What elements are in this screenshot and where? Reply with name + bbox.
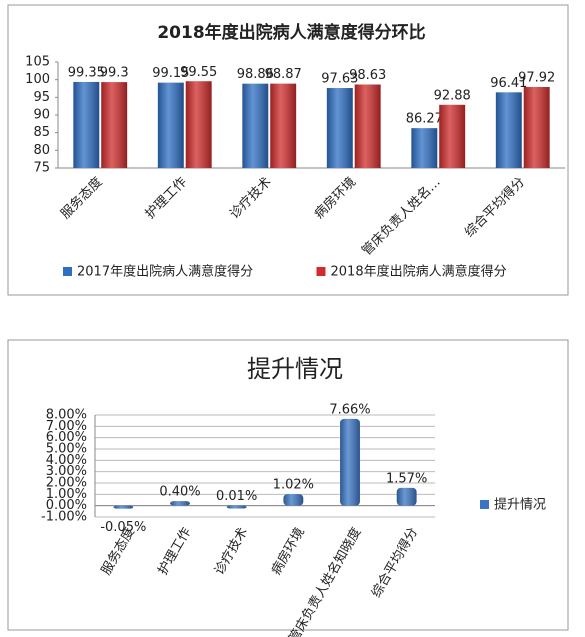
- y-tick-label: 75: [33, 161, 50, 176]
- bar-shade: [185, 81, 212, 168]
- legend-label: 提升情况: [494, 497, 546, 513]
- bar-shade: [523, 87, 550, 168]
- y-tick-label: 6.00%: [46, 430, 87, 445]
- data-label: 97.92: [518, 71, 555, 86]
- y-tick-label: 8.00%: [46, 408, 87, 423]
- bar-shade: [270, 83, 297, 168]
- bar-shade: [170, 501, 190, 506]
- y-tick-label: 80: [33, 143, 50, 158]
- data-label: 98.63: [349, 68, 386, 83]
- bar-shade: [113, 505, 134, 509]
- bar-shade: [242, 83, 269, 168]
- data-label: 86.27: [406, 112, 443, 127]
- data-label: 99.3: [100, 66, 129, 81]
- y-tick-label: 0.00%: [46, 498, 87, 513]
- bar-shade: [340, 418, 360, 506]
- y-tick-label: 90: [33, 108, 50, 123]
- legend-label: 2018年度出院病人满意度得分: [331, 264, 507, 280]
- bar-shade: [354, 84, 381, 168]
- legend-label: 2017年度出院病人满意度得分: [77, 264, 253, 280]
- bar-shade: [411, 128, 438, 168]
- data-label: 92.88: [434, 88, 471, 103]
- chart-frame: [7, 339, 569, 631]
- data-label: 1.02%: [273, 478, 314, 493]
- y-tick-label: 3.00%: [46, 464, 87, 479]
- bar-shade: [439, 104, 466, 168]
- y-tick-label: 105: [25, 55, 50, 70]
- data-label: 98.87: [265, 67, 302, 82]
- data-label: 0.40%: [159, 485, 200, 500]
- y-tick-label: 5.00%: [46, 442, 87, 457]
- chart-title: 提升情况: [247, 355, 343, 383]
- y-tick-label: 85: [33, 125, 50, 140]
- data-label: 1.57%: [386, 471, 427, 486]
- data-label: 98.86: [237, 67, 274, 82]
- bar-shade: [495, 92, 522, 168]
- y-tick-label: 7.00%: [46, 419, 87, 434]
- y-tick-label: 95: [33, 90, 50, 105]
- data-label: 99.35: [68, 65, 105, 80]
- bar-shade: [226, 505, 247, 509]
- bar-shade: [73, 81, 100, 168]
- data-label: 0.01%: [216, 489, 257, 504]
- bar-shade: [326, 88, 353, 168]
- bar-shade: [101, 82, 128, 168]
- y-tick-label: 4.00%: [46, 453, 87, 468]
- legend-swatch: [316, 267, 326, 276]
- data-label: -0.05%: [100, 520, 146, 535]
- data-label: 97.63: [321, 72, 358, 87]
- y-tick-label: 100: [25, 72, 50, 87]
- data-label: 7.66%: [329, 402, 370, 417]
- bar-shade: [283, 494, 304, 506]
- legend-swatch: [63, 267, 72, 276]
- y-tick-label: -1.00%: [41, 510, 87, 525]
- y-tick-label: 1.00%: [46, 487, 87, 502]
- data-label: 99.15: [152, 66, 189, 81]
- chart-title: 2018年度出院病人满意度得分环比: [157, 22, 425, 43]
- bar-shade: [396, 487, 417, 506]
- data-label: 96.41: [490, 76, 527, 91]
- legend-swatch: [480, 500, 489, 509]
- data-label: 99.55: [180, 65, 217, 80]
- y-tick-label: 2.00%: [46, 476, 87, 491]
- bar-shade: [157, 82, 184, 168]
